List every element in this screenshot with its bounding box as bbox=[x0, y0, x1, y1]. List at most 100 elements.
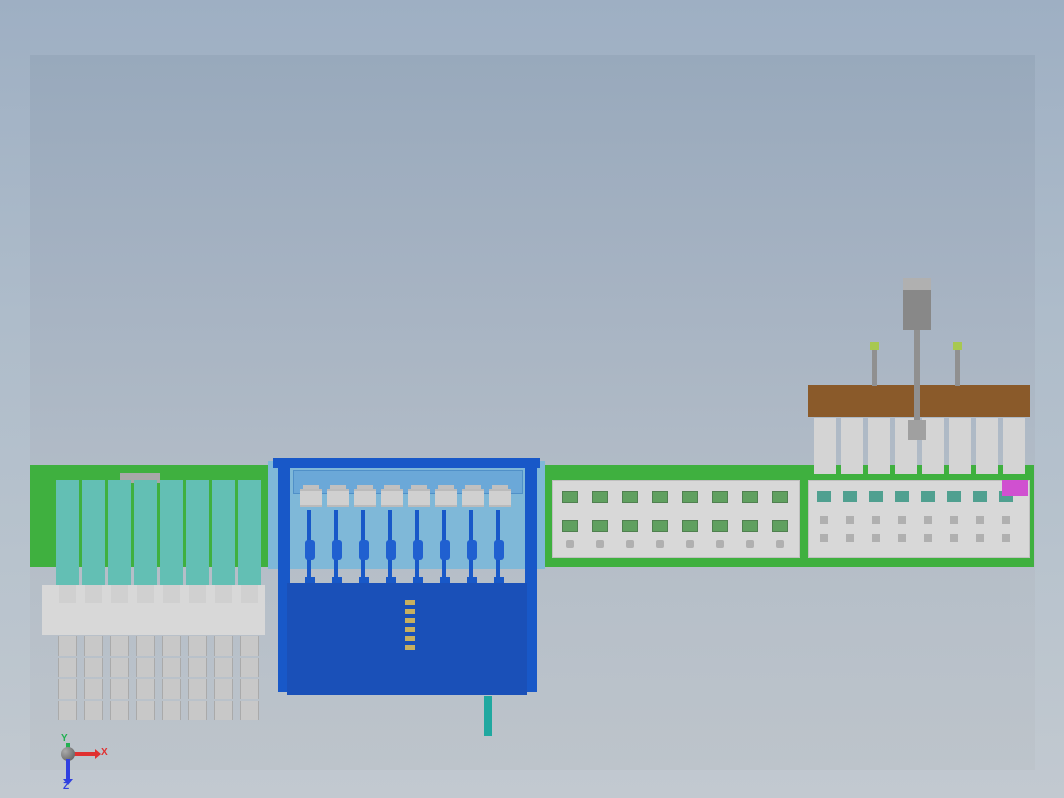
axis-y-label: Y bbox=[61, 733, 68, 744]
st1-teal-panel-0 bbox=[56, 480, 79, 585]
st4-dot-0-4 bbox=[924, 516, 932, 524]
st1-connector-3 bbox=[137, 585, 154, 603]
st1-cyl-4-0 bbox=[162, 636, 181, 656]
st4-dot-1-5 bbox=[950, 534, 958, 542]
st4-greycol-undefined bbox=[1003, 418, 1025, 474]
st1-cyl-0-1 bbox=[58, 658, 77, 678]
st3-btn-1-3 bbox=[652, 520, 668, 532]
st4-greycol-undefined bbox=[841, 418, 863, 474]
st4-dot-0-6 bbox=[976, 516, 984, 524]
st1-cyl-1-3 bbox=[84, 701, 103, 721]
st2-gear-0 bbox=[300, 489, 322, 507]
st2-gear-4 bbox=[408, 489, 430, 507]
st1-cyl-5-3 bbox=[188, 701, 207, 721]
st1-cyl-7-0 bbox=[240, 636, 259, 656]
st4-dot-1-7 bbox=[1002, 534, 1010, 542]
st3-btn-0-6 bbox=[742, 491, 758, 503]
st2-coil-4 bbox=[405, 636, 415, 641]
axis-x-label: X bbox=[101, 747, 108, 758]
st3-btn-0-5 bbox=[712, 491, 728, 503]
st2-bulb-2 bbox=[359, 540, 369, 560]
st4-dot-0-0 bbox=[820, 516, 828, 524]
st1-cyl-1-1 bbox=[84, 658, 103, 678]
st4-side-tip-0 bbox=[870, 342, 879, 350]
st4-teal-6 bbox=[973, 491, 987, 502]
st1-connector-6 bbox=[215, 585, 232, 603]
st4-dot-1-6 bbox=[976, 534, 984, 542]
st1-teal-panel-6 bbox=[212, 480, 235, 585]
st1-cyl-4-3 bbox=[162, 701, 181, 721]
st4-dot-1-2 bbox=[872, 534, 880, 542]
st3-btn-0-0 bbox=[562, 491, 578, 503]
st1-connector-4 bbox=[163, 585, 180, 603]
axis-z-label: Z bbox=[63, 781, 69, 792]
st3-btn-0-4 bbox=[682, 491, 698, 503]
st3-btn-0-2 bbox=[622, 491, 638, 503]
st2-gear-top-4 bbox=[411, 485, 427, 489]
st3-btn-1-6 bbox=[742, 520, 758, 532]
st1-cyl-7-3 bbox=[240, 701, 259, 721]
st4-side-tip-1 bbox=[953, 342, 962, 350]
st3-btn-1-1 bbox=[592, 520, 608, 532]
axis-z bbox=[66, 759, 70, 779]
st1-cyl-5-1 bbox=[188, 658, 207, 678]
st1-cyl-2-2 bbox=[110, 679, 129, 699]
st2-bulb-6 bbox=[467, 540, 477, 560]
st2-top-beam bbox=[273, 458, 540, 468]
st2-gear-6 bbox=[462, 489, 484, 507]
st4-motor-body bbox=[903, 290, 931, 330]
st1-cyl-5-2 bbox=[188, 679, 207, 699]
st1-cyl-6-2 bbox=[214, 679, 233, 699]
st1-connector-1 bbox=[85, 585, 102, 603]
st2-coil-2 bbox=[405, 618, 415, 623]
st2-gear-1 bbox=[327, 489, 349, 507]
st4-dot-0-5 bbox=[950, 516, 958, 524]
st2-leg bbox=[484, 696, 492, 736]
st4-teal-2 bbox=[869, 491, 883, 502]
st3-btn-0-7 bbox=[772, 491, 788, 503]
st1-cyl-2-1 bbox=[110, 658, 129, 678]
st4-side-rod-0 bbox=[872, 348, 877, 386]
st3-btn-1-5 bbox=[712, 520, 728, 532]
st3-dot-2 bbox=[626, 540, 634, 548]
st1-connector-5 bbox=[189, 585, 206, 603]
st4-greycol-undefined bbox=[868, 418, 890, 474]
st4-dot-0-3 bbox=[898, 516, 906, 524]
coordinate-triad[interactable]: X Y Z bbox=[55, 723, 105, 773]
st2-coil-3 bbox=[405, 627, 415, 632]
st1-cyl-7-1 bbox=[240, 658, 259, 678]
st1-cyl-0-3 bbox=[58, 701, 77, 721]
st1-cyl-3-1 bbox=[136, 658, 155, 678]
st3-dot-3 bbox=[656, 540, 664, 548]
st2-gear-5 bbox=[435, 489, 457, 507]
st1-teal-panel-5 bbox=[186, 480, 209, 585]
st2-gear-top-2 bbox=[357, 485, 373, 489]
st2-bulb-7 bbox=[494, 540, 504, 560]
st4-dot-1-1 bbox=[846, 534, 854, 542]
st3-btn-0-1 bbox=[592, 491, 608, 503]
st1-cyl-4-1 bbox=[162, 658, 181, 678]
st2-bulb-3 bbox=[386, 540, 396, 560]
st3-btn-1-4 bbox=[682, 520, 698, 532]
st2-coil-0 bbox=[405, 600, 415, 605]
st1-cyl-2-3 bbox=[110, 701, 129, 721]
st1-cyl-6-1 bbox=[214, 658, 233, 678]
st1-teal-panel-3 bbox=[134, 480, 157, 585]
st2-bulb-4 bbox=[413, 540, 423, 560]
st1-cyl-6-0 bbox=[214, 636, 233, 656]
st1-connector-0 bbox=[59, 585, 76, 603]
st2-gear-top-6 bbox=[465, 485, 481, 489]
st2-gear-top-5 bbox=[438, 485, 454, 489]
st2-gear-top-0 bbox=[303, 485, 319, 489]
st4-teal-0 bbox=[817, 491, 831, 502]
st2-gear-top-7 bbox=[492, 485, 508, 489]
st4-dot-0-7 bbox=[1002, 516, 1010, 524]
st2-gear-top-3 bbox=[384, 485, 400, 489]
st4-teal-5 bbox=[947, 491, 961, 502]
st3-dot-4 bbox=[686, 540, 694, 548]
st4-dot-1-0 bbox=[820, 534, 828, 542]
st4-panel bbox=[808, 480, 1030, 558]
st3-btn-0-3 bbox=[652, 491, 668, 503]
st1-cyl-4-2 bbox=[162, 679, 181, 699]
st4-greycol-undefined bbox=[976, 418, 998, 474]
